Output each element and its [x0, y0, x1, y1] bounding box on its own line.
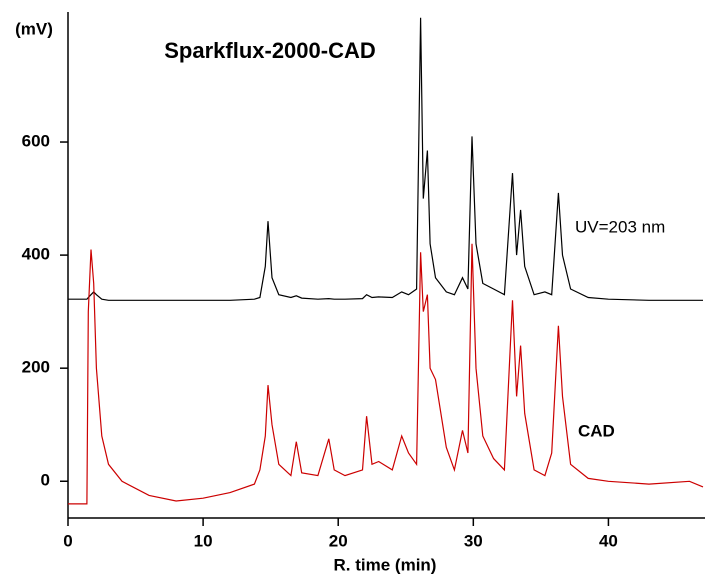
y-tick-label: 0 [41, 471, 50, 490]
x-tick-label: 20 [329, 531, 348, 550]
x-axis-label: R. time (min) [334, 555, 437, 574]
series-label: UV=203 nm [575, 217, 665, 236]
y-tick-label: 600 [22, 132, 50, 151]
series-label: CAD [578, 421, 615, 440]
x-tick-label: 40 [599, 531, 618, 550]
series-line [68, 17, 703, 301]
x-tick-label: 0 [63, 531, 72, 550]
chart-title: Sparkflux-2000-CAD [164, 38, 376, 63]
x-tick-label: 10 [194, 531, 213, 550]
y-tick-label: 200 [22, 358, 50, 377]
series-line [68, 243, 704, 505]
y-tick-label: 400 [22, 245, 50, 264]
x-tick-label: 30 [464, 531, 483, 550]
y-axis-label: (mV) [15, 19, 53, 38]
